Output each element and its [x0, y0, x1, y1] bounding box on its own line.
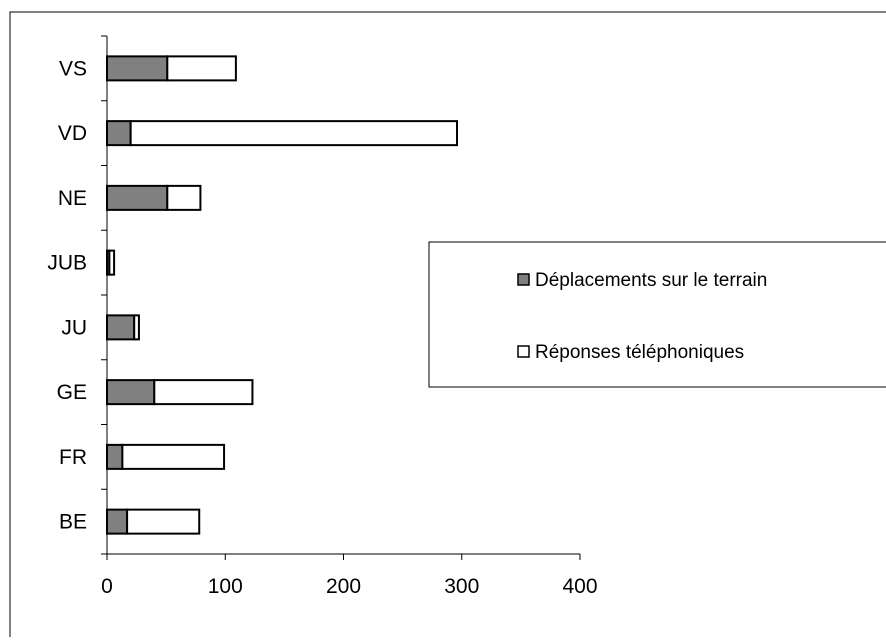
category-label-jub: JUB [47, 252, 87, 275]
bar-ju-series-1 [133, 314, 140, 341]
category-label-ne: NE [58, 187, 87, 210]
category-label-ge: GE [57, 381, 87, 404]
category-label-vd: VD [58, 122, 87, 145]
legend-label-reponses: Réponses téléphoniques [535, 342, 744, 363]
bars-layer [106, 55, 459, 535]
bar-ne-series-1 [166, 184, 202, 211]
category-label-fr: FR [59, 446, 87, 469]
category-label-ju: JU [61, 316, 87, 339]
axes-layer: VS VD NE JUB JU GE FR BE 0 100 200 300 400 [47, 35, 598, 598]
chart-border [9, 11, 886, 642]
x-tick-label-0: 0 [101, 575, 113, 598]
legend-box [428, 241, 886, 388]
legend: Déplacements sur le terrain Réponses tél… [428, 241, 886, 388]
legend-swatch-reponses [517, 345, 530, 358]
category-label-be: BE [59, 511, 87, 534]
x-tick-label-100: 100 [208, 575, 243, 598]
category-label-vs: VS [59, 57, 87, 80]
x-tick-label-400: 400 [562, 575, 597, 598]
legend-label-deplacements: Déplacements sur le terrain [535, 270, 767, 291]
bar-ge-series-0 [106, 379, 156, 406]
bar-vd-series-1 [129, 120, 459, 147]
bar-ge-series-1 [153, 379, 254, 406]
bar-fr-series-1 [121, 443, 226, 470]
bar-be-series-0 [106, 508, 129, 535]
bar-jub-series-1 [108, 249, 116, 276]
bar-ne-series-0 [106, 184, 169, 211]
bar-be-series-1 [126, 508, 201, 535]
legend-swatch-deplacements [517, 273, 530, 286]
bar-vd-series-0 [106, 120, 132, 147]
x-tick-label-300: 300 [444, 575, 479, 598]
bar-ju-series-0 [106, 314, 136, 341]
bar-vs-series-1 [166, 55, 237, 82]
x-tick-label-200: 200 [326, 575, 361, 598]
bar-fr-series-0 [106, 443, 124, 470]
bar-vs-series-0 [106, 55, 169, 82]
